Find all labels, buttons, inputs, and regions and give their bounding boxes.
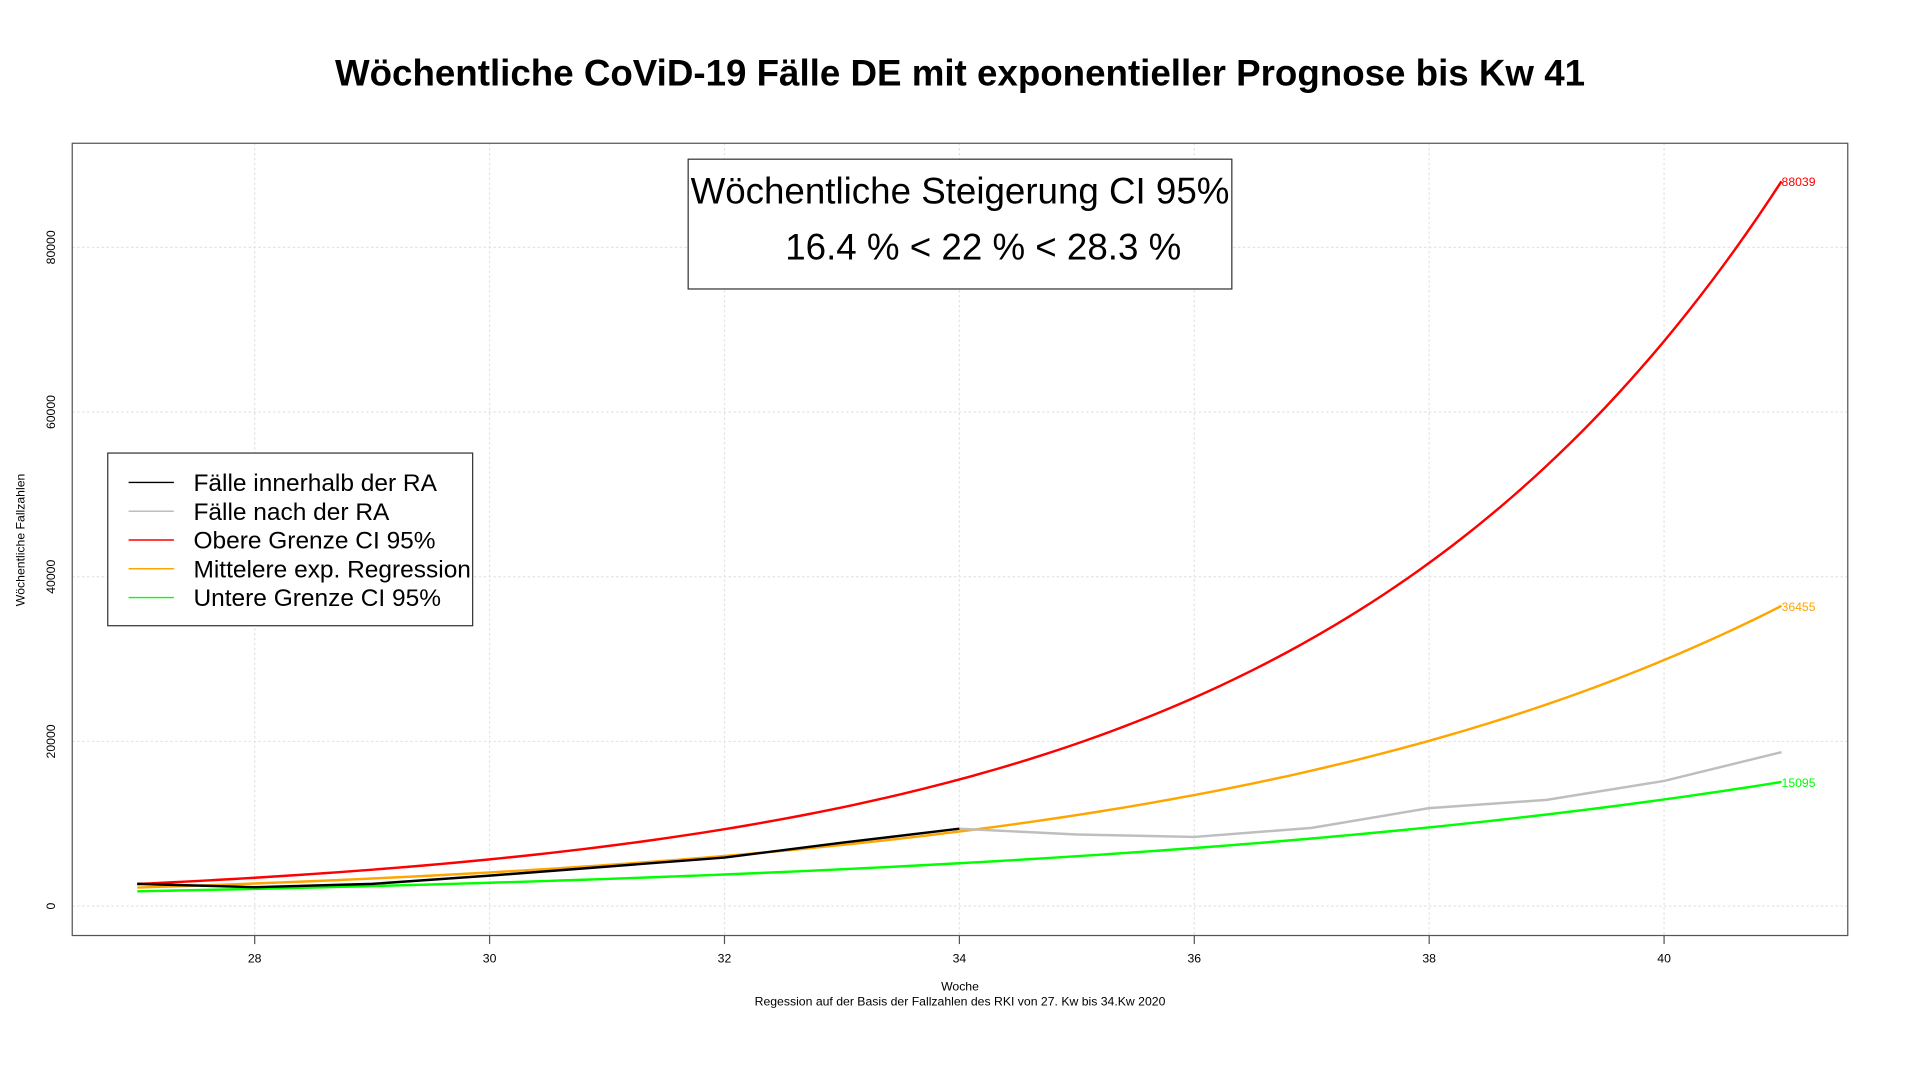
series-lines: 88039 36455 15095 bbox=[137, 175, 1816, 893]
y-tick-label: 0 bbox=[44, 903, 58, 910]
end-value-label: 36455 bbox=[1782, 600, 1816, 614]
legend-label: Obere Grenze CI 95% bbox=[193, 528, 435, 555]
y-tick-label: 20000 bbox=[44, 724, 58, 758]
x-tick-label: 32 bbox=[718, 951, 732, 965]
legend-label: Fälle nach der RA bbox=[193, 499, 390, 526]
x-tick-label: 34 bbox=[953, 951, 967, 965]
series-line-1 bbox=[959, 750, 1782, 839]
x-tick-label: 30 bbox=[483, 951, 497, 965]
chart-subtitle: Regession auf der Basis der Fallzahlen d… bbox=[755, 994, 1166, 1008]
growth-annotation-line2: 16.4 % < 22 % < 28.3 % bbox=[785, 227, 1181, 268]
legend-label: Untere Grenze CI 95% bbox=[193, 585, 441, 612]
y-axis-label: Wöchentliche Fallzahlen bbox=[13, 474, 27, 607]
end-value-label: 88039 bbox=[1782, 175, 1816, 189]
x-tick-label: 38 bbox=[1422, 951, 1436, 965]
end-value-label: 15095 bbox=[1782, 776, 1816, 790]
series-line-0 bbox=[137, 827, 960, 889]
growth-annotation-line1: Wöchentliche Steigerung CI 95% bbox=[691, 170, 1230, 211]
legend-label: Fälle innerhalb der RA bbox=[193, 470, 437, 497]
x-tick-label: 28 bbox=[248, 951, 262, 965]
x-axis-label: Woche bbox=[941, 980, 979, 994]
series-line-2 bbox=[137, 180, 1783, 886]
series-line-3 bbox=[137, 604, 1783, 889]
x-tick-label: 40 bbox=[1657, 951, 1671, 965]
y-tick-label: 80000 bbox=[44, 230, 58, 264]
y-tick-label: 60000 bbox=[44, 395, 58, 429]
axes: 28 30 32 34 36 38 40 0 20000 40000 60000 80000 bbox=[44, 230, 1671, 965]
legend-label: Mittelere exp. Regression bbox=[193, 556, 470, 583]
growth-annotation-box: Wöchentliche Steigerung CI 95% 16.4 % < … bbox=[687, 158, 1233, 290]
y-tick-label: 40000 bbox=[44, 560, 58, 594]
series-line-4 bbox=[137, 780, 1782, 893]
chart-title: Wöchentliche CoViD-19 Fälle DE mit expon… bbox=[335, 53, 1585, 94]
x-tick-label: 36 bbox=[1187, 951, 1201, 965]
